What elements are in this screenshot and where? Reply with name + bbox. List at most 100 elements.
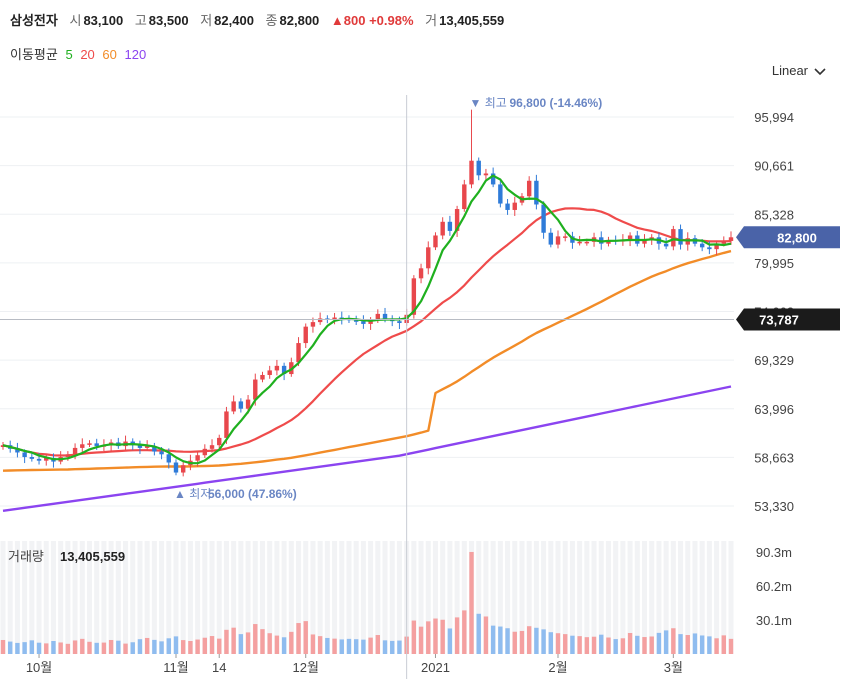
- volume-stripe: [137, 541, 143, 654]
- volume-stripe: [461, 541, 467, 654]
- candle-body: [418, 268, 424, 279]
- volume-stripe: [209, 541, 215, 654]
- volume-stripe: [324, 541, 330, 654]
- candle-body: [224, 411, 229, 438]
- volume-bar: [116, 640, 121, 654]
- volume-bar: [620, 638, 626, 654]
- volume-bar: [728, 638, 734, 654]
- volume-bar: [635, 635, 640, 654]
- volume-bar: [166, 638, 171, 654]
- volume-bar: [426, 621, 431, 654]
- volume-bar: [692, 633, 698, 654]
- last-price-tag: [736, 226, 840, 249]
- volume-stripe: [310, 541, 316, 654]
- volume-bar: [353, 639, 359, 654]
- volume-bar: [418, 626, 424, 654]
- volume-stripe: [238, 541, 244, 654]
- candle-body: [217, 437, 222, 446]
- volume-bar: [476, 613, 481, 654]
- candle-body: [382, 313, 388, 319]
- volume-stripe: [259, 541, 266, 654]
- volume-axis: 90.3m 60.2m 30.1m 거래량 13,405,559: [8, 545, 792, 628]
- volume-stripe: [382, 541, 388, 654]
- volume-stripe: [663, 541, 669, 654]
- candle-body: [245, 399, 251, 409]
- high-marker: ▼ 최고: [470, 96, 507, 110]
- volume-bar: [606, 637, 611, 654]
- volume-bar: [260, 629, 265, 654]
- price-tick-label: 69,329: [754, 353, 794, 368]
- candle-body: [678, 229, 683, 245]
- volume-tick-label: 30.1m: [756, 613, 792, 628]
- volume-stripe: [656, 541, 662, 654]
- volume-stripe: [353, 541, 359, 654]
- volume-stripe: [108, 541, 114, 654]
- volume-bar: [152, 639, 157, 654]
- volume-bars: [0, 551, 734, 654]
- volume-stripe: [706, 541, 712, 654]
- volume-bar: [498, 626, 503, 654]
- candle-body: [555, 236, 561, 245]
- candle-body: [281, 365, 287, 375]
- ma60-line: [2, 249, 732, 472]
- ma5-legend[interactable]: 5: [65, 47, 73, 62]
- candle-body: [195, 455, 200, 461]
- candle-body: [505, 203, 510, 210]
- volume-stripe: [0, 541, 6, 654]
- volume-bar: [570, 635, 575, 654]
- volume-bar: [584, 637, 590, 654]
- volume-stripe: [22, 541, 28, 654]
- candle-body: [296, 343, 301, 363]
- candle-body: [238, 401, 244, 409]
- scale-label: Linear: [771, 63, 808, 78]
- price-tick-label: 85,328: [754, 207, 794, 222]
- low-label: 저: [200, 13, 213, 28]
- volume-bar: [368, 637, 373, 654]
- volume-stripe: [411, 541, 417, 654]
- volume-stripe: [223, 541, 229, 654]
- volume-bar: [296, 623, 301, 654]
- ma60-legend[interactable]: 60: [102, 47, 117, 62]
- candle-body: [260, 374, 265, 380]
- volume-bar: [253, 624, 258, 654]
- volume-bar: [144, 637, 150, 654]
- ma20-path: [2, 207, 732, 457]
- volume-value: 13,405,559: [439, 13, 505, 28]
- candle-body: [317, 318, 323, 323]
- volume-stripe: [267, 541, 273, 654]
- time-tick-label: 14: [212, 660, 226, 675]
- volume-stripe: [216, 541, 222, 654]
- candle-body: [447, 221, 453, 231]
- price-tick-label: 95,994: [754, 110, 794, 125]
- volume-stripe: [519, 541, 525, 654]
- volume-stripe: [505, 541, 511, 654]
- volume-bar: [94, 642, 99, 654]
- volume-bar: [137, 639, 143, 654]
- candle-body: [303, 326, 308, 344]
- volume-bar: [526, 626, 532, 654]
- volume-stripe: [476, 541, 482, 654]
- volume-stripe: [332, 541, 338, 654]
- candle-body: [137, 445, 143, 448]
- scale-dropdown[interactable]: Linear: [772, 63, 826, 78]
- volume-bar: [599, 634, 604, 654]
- volume-bar: [433, 618, 438, 654]
- stock-header: 삼성전자 시 83,100 고 83,500 저 82,400 종 82,800 ▲80…: [10, 10, 512, 29]
- ma20-legend[interactable]: 20: [80, 47, 95, 62]
- volume-bar: [310, 634, 316, 654]
- ma120-legend[interactable]: 120: [124, 47, 147, 62]
- candle-body: [469, 160, 474, 185]
- close-label: 종: [265, 13, 278, 28]
- volume-stripe: [151, 541, 157, 654]
- volume-bar: [534, 627, 539, 654]
- candle-body: [72, 447, 78, 455]
- crosshair-price-tag: [736, 308, 840, 331]
- volume-bar: [563, 634, 568, 654]
- candle-body: [490, 173, 496, 185]
- volume-bar: [454, 617, 460, 654]
- moving-average-legend: 이동평균 5 20 60 120: [10, 44, 150, 63]
- time-tick-label: 2021: [421, 660, 450, 675]
- volume-stripe: [591, 541, 597, 654]
- volume-bar: [238, 634, 244, 654]
